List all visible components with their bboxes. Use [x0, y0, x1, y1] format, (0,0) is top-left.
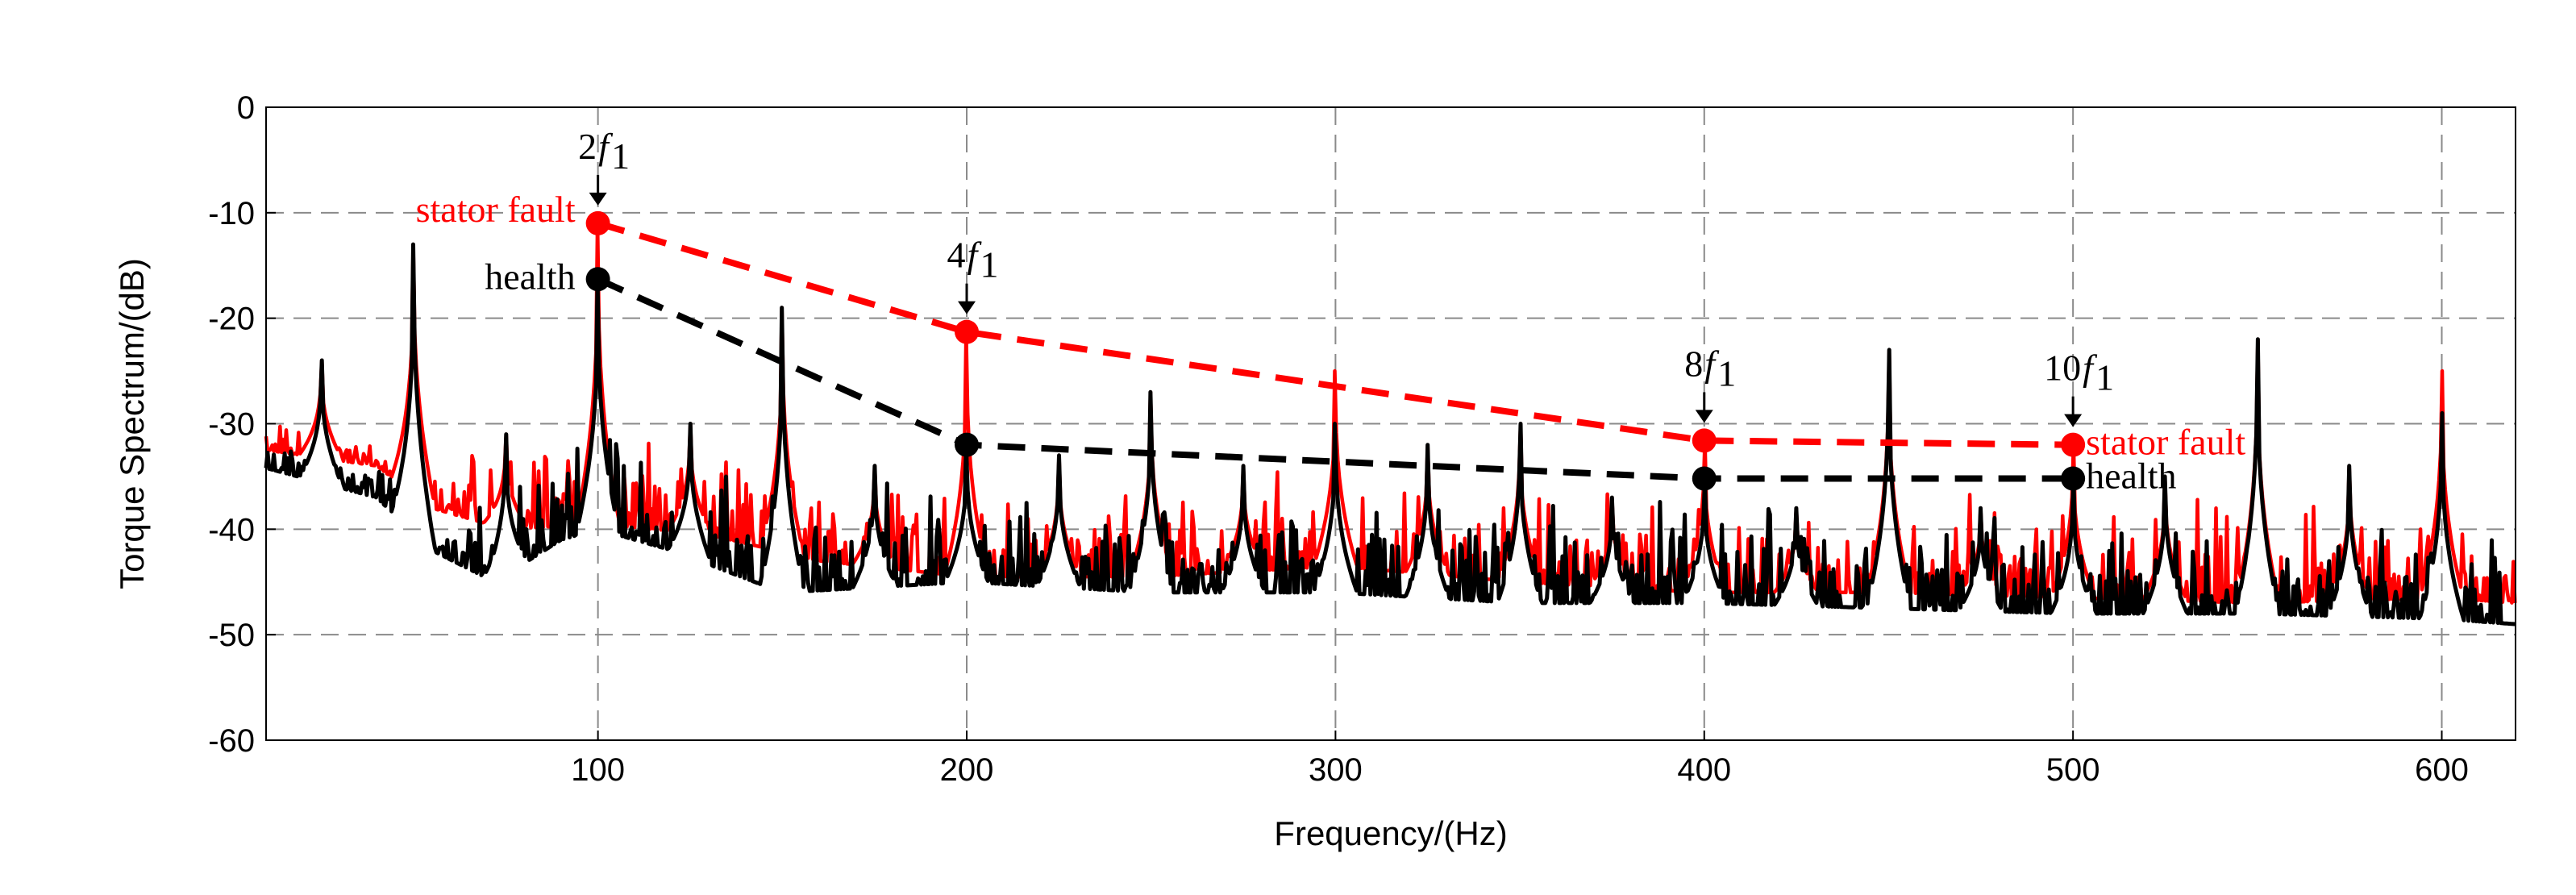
y-tick-label: -20	[208, 302, 255, 337]
x-axis-label: Frequency/(Hz)	[1274, 814, 1507, 852]
stator-fault-marker	[1692, 428, 1717, 453]
stator-fault-marker	[955, 319, 980, 344]
y-axis-label: Torque Spectrum/(dB)	[113, 258, 151, 589]
harmonic-annotation-subscript: 1	[611, 135, 630, 177]
axis-ticks: 100 200 300 400 500 600 0 -10 -20 -30 -40 -50 -60	[208, 90, 2469, 788]
x-tick-label: 100	[571, 752, 625, 788]
stator-fault-marker	[2061, 432, 2086, 457]
plot-frame	[265, 106, 2516, 741]
health-label-right: health	[2086, 456, 2176, 497]
y-tick-label: -50	[208, 618, 255, 653]
annotation-arrow-head	[589, 192, 607, 206]
health-marker	[585, 267, 610, 292]
stator-fault-trend-line	[597, 220, 2074, 448]
harmonic-annotation-subscript: 1	[980, 244, 999, 285]
y-tick-label: -40	[208, 512, 255, 547]
x-tick-label: 600	[2415, 752, 2469, 788]
annotation-arrow-head	[958, 301, 976, 314]
x-tick-label: 300	[1309, 752, 1363, 788]
harmonic-annotation-subscript: 1	[1717, 352, 1736, 393]
health-trace	[264, 242, 2516, 626]
harmonic-annotation-number: 10	[2044, 348, 2081, 389]
y-tick-label: -60	[208, 723, 255, 759]
harmonic-annotation-subscript: 1	[2095, 357, 2114, 398]
spectrum-traces	[264, 221, 2517, 626]
health-marker	[955, 432, 980, 457]
harmonic-annotation-number: 2	[578, 126, 597, 167]
stator-fault-marker	[585, 210, 610, 235]
annotation-arrow-head	[2064, 414, 2083, 427]
health-label-left: health	[485, 256, 575, 297]
x-tick-label: 200	[940, 752, 994, 788]
trend-lines	[585, 210, 2086, 491]
y-tick-label: -10	[208, 196, 255, 231]
x-tick-label: 500	[2046, 752, 2100, 788]
y-tick-label: 0	[237, 90, 255, 126]
health-marker	[2061, 466, 2086, 491]
health-trend-line	[596, 276, 2074, 482]
stator-fault-label-right: stator fault	[2086, 422, 2245, 463]
health-marker	[1692, 466, 1717, 491]
stator-fault-label-left: stator fault	[416, 189, 576, 230]
harmonic-annotation-number: 4	[947, 235, 966, 276]
annotation-arrow-head	[1695, 410, 1713, 423]
y-tick-label: -30	[208, 407, 255, 443]
harmonic-annotation-number: 8	[1684, 343, 1703, 384]
x-tick-label: 400	[1677, 752, 1731, 788]
